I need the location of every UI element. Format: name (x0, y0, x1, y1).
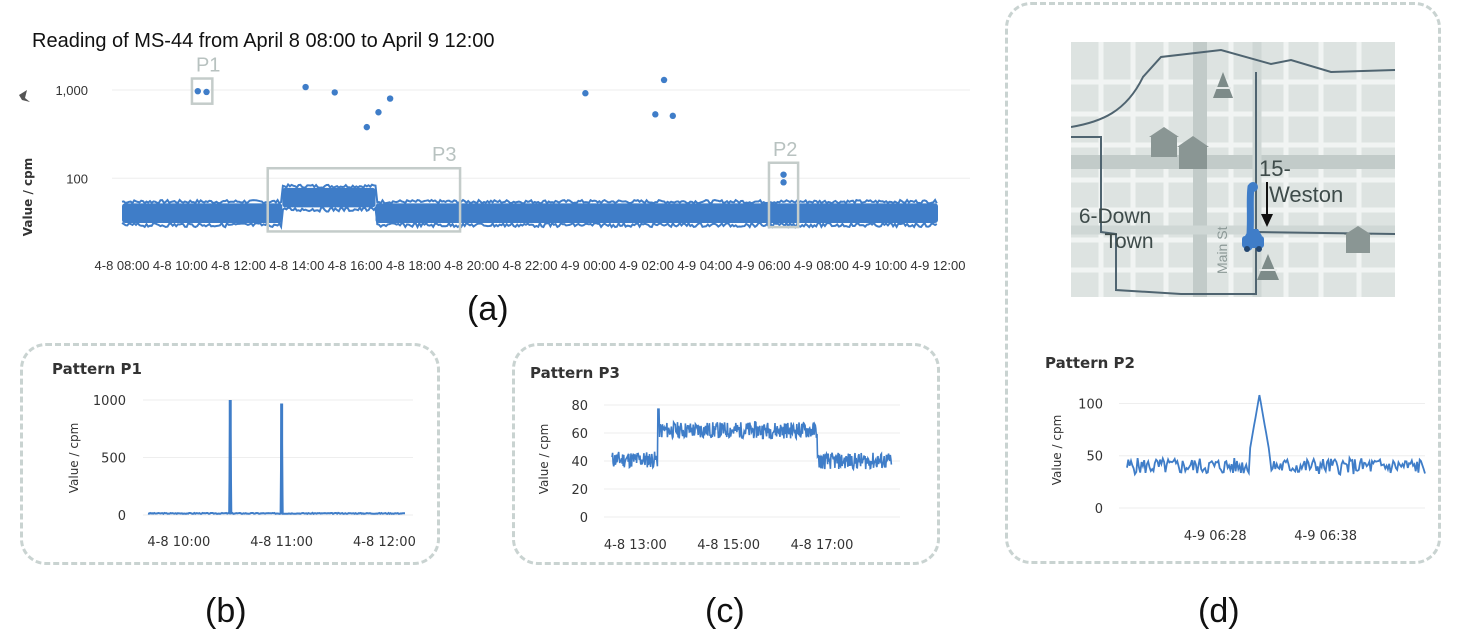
outlier-point (363, 123, 370, 131)
x-tick-label: 4-8 10:00 (147, 535, 210, 550)
chart-c-ylabel: Value / cpm (537, 424, 551, 495)
chart-b-ylabel: Value / cpm (67, 423, 81, 494)
tent-icon (1257, 254, 1279, 280)
x-tick-label: 4-8 17:00 (791, 538, 854, 553)
y-tick-label: 40 (571, 455, 588, 470)
chart-b-title: Pattern P1 (52, 360, 142, 378)
outlier-point (780, 179, 787, 186)
outlier-point (582, 90, 589, 97)
chart-a-ylabel: Value / cpm (21, 158, 35, 236)
highlight-label: P2 (773, 139, 797, 161)
map-label-town: Town (1104, 230, 1153, 253)
panel-label-b: (b) (205, 592, 247, 630)
y-tick-label: 20 (571, 483, 588, 498)
outlier-point (203, 88, 210, 96)
x-tick-label: 4-8 18:00 (386, 258, 441, 273)
chart-c-title: Pattern P3 (530, 364, 620, 382)
x-tick-label: 4-9 12:00 (911, 258, 966, 273)
map-label-downtown: 6-Down (1079, 205, 1151, 228)
y-tick-label: 100 (66, 171, 88, 186)
panel-label-a: (a) (467, 290, 509, 328)
x-tick-label: 4-9 10:00 (852, 258, 907, 273)
map-label-street: Main St (1214, 226, 1230, 274)
series-line (147, 399, 405, 516)
building-icon (1177, 136, 1209, 169)
x-tick-label: 4-8 10:00 (153, 258, 208, 273)
x-tick-label: 4-8 15:00 (697, 538, 760, 553)
outlier-point (194, 87, 201, 95)
x-tick-label: 4-9 06:38 (1294, 529, 1357, 544)
series-line (1126, 394, 1426, 477)
map-label-sensor: 15- (1259, 156, 1291, 181)
highlight-box (767, 161, 800, 229)
x-tick-label: 4-8 13:00 (604, 538, 667, 553)
x-tick-label: 4-9 08:00 (794, 258, 849, 273)
map-label-weston: Weston (1269, 182, 1343, 207)
outlier-point (302, 83, 309, 91)
baseline-noise-upper (121, 182, 938, 205)
y-tick-label: 50 (1086, 450, 1103, 465)
chart-d-ylabel: Value / cpm (1050, 415, 1064, 486)
x-tick-label: 4-9 04:00 (677, 258, 732, 273)
panel-b-frame (20, 343, 440, 565)
outlier-point (331, 89, 338, 96)
x-tick-label: 4-9 06:00 (736, 258, 791, 273)
map-svg: 6-Down Town 15- Weston Main St (1071, 42, 1395, 297)
outlier-point (375, 109, 382, 116)
chart-a: P1 P3 P2 100 1,000 4-8 08:00 4-8 10:00 4-8 12… (19, 55, 970, 273)
chart-a-title: Reading of MS-44 from April 8 08:00 to A… (32, 30, 495, 52)
outlier-point (780, 171, 787, 178)
baseline-noise-lower (121, 205, 938, 231)
x-tick-label: 4-9 06:28 (1184, 529, 1247, 544)
highlight-label: P1 (196, 55, 220, 77)
panel-label-d: (d) (1198, 592, 1240, 630)
chart-b: 0 500 1000 4-8 10:00 4-8 11:00 4-8 12:00 Valu… (67, 394, 416, 550)
y-tick-label: 500 (101, 452, 126, 467)
tent-icon (1213, 72, 1233, 98)
y-tick-label: 0 (118, 509, 126, 524)
x-tick-label: 4-9 00:00 (561, 258, 616, 273)
chart-c: 0 20 40 60 80 4-8 13:00 4-8 15:00 4-8 17:00 Val… (537, 399, 900, 553)
x-tick-label: 4-8 12:00 (211, 258, 266, 273)
x-tick-label: 4-8 08:00 (95, 258, 150, 273)
x-tick-label: 4-8 20:00 (444, 258, 499, 273)
x-tick-label: 4-8 16:00 (328, 258, 383, 273)
x-tick-label: 4-9 02:00 (619, 258, 674, 273)
y-tick-label: 0 (1095, 502, 1103, 517)
outlier-point (669, 112, 676, 120)
panel-label-c: (c) (705, 592, 745, 630)
building-icon (1149, 127, 1179, 157)
building-icon (1344, 226, 1372, 253)
y-tick-label: 0 (580, 511, 588, 526)
y-tick-label: 80 (571, 399, 588, 414)
map-view[interactable]: 6-Down Town 15- Weston Main St (1071, 42, 1395, 297)
baseline-band (122, 203, 283, 223)
panel-d-frame (1005, 2, 1441, 564)
x-tick-label: 4-8 11:00 (250, 535, 313, 550)
baseline-band (282, 187, 376, 208)
x-tick-label: 4-8 14:00 (269, 258, 324, 273)
y-tick-label: 60 (571, 427, 588, 442)
y-tick-label: 100 (1078, 397, 1103, 412)
y-tick-label: 1,000 (55, 83, 88, 98)
outlier-point (386, 95, 394, 102)
highlight-box (190, 77, 214, 105)
car-icon (1242, 229, 1264, 252)
outlier-point (652, 111, 659, 118)
pin-icon (19, 90, 30, 102)
y-tick-label: 1000 (93, 394, 126, 409)
series-line (611, 408, 893, 472)
x-tick-label: 4-8 22:00 (503, 258, 558, 273)
highlight-label: P3 (432, 144, 456, 166)
chart-d-title: Pattern P2 (1045, 354, 1135, 372)
outlier-point (660, 76, 668, 84)
x-tick-label: 4-8 12:00 (353, 535, 416, 550)
highlight-box (266, 166, 462, 233)
chart-d: 0 50 100 4-9 06:28 4-9 06:38 Value / cpm (1050, 394, 1426, 544)
panel-c-frame (512, 343, 940, 565)
